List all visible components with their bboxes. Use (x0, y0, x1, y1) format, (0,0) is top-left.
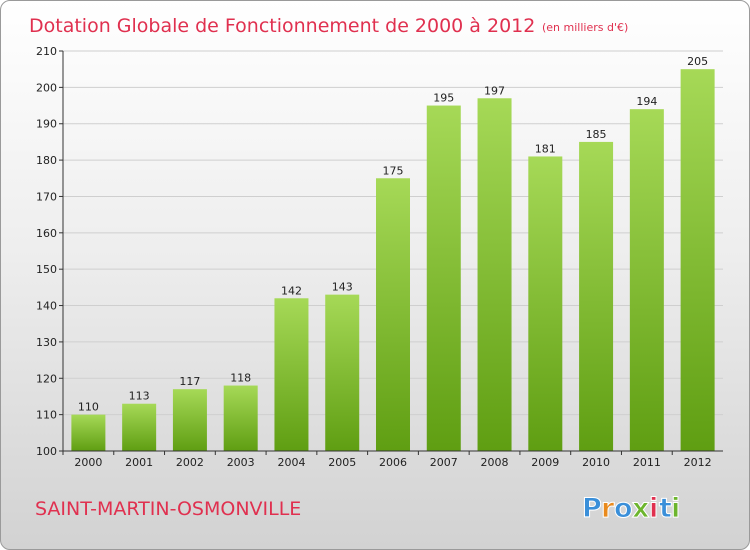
bar (71, 414, 106, 451)
x-tick-label: 2006 (379, 456, 407, 469)
data-label: 113 (129, 390, 150, 403)
logo-letter: i (649, 493, 658, 524)
logo-letter: r (601, 493, 615, 524)
data-label: 143 (332, 281, 353, 294)
data-label: 110 (78, 401, 99, 414)
x-tick-label: 2009 (531, 456, 559, 469)
chart-title: Dotation Globale de Fonctionnement de 20… (29, 15, 535, 37)
data-label: 195 (433, 92, 454, 105)
bar (629, 109, 664, 451)
x-tick-label: 2000 (74, 456, 102, 469)
x-tick-label: 2002 (176, 456, 204, 469)
data-label: 175 (383, 164, 404, 177)
axes (62, 51, 723, 452)
logo-letter: x (632, 493, 649, 524)
x-tick-label: 2004 (277, 456, 305, 469)
y-tick-label: 210 (36, 45, 57, 58)
data-label: 117 (179, 375, 200, 388)
bar (477, 98, 512, 451)
bar (172, 389, 207, 451)
x-tick-label: 2008 (481, 456, 509, 469)
bars: 110 113 117 118 142 143 175 195 197 181 185 194 205 (71, 55, 715, 452)
y-tick-label: 170 (36, 190, 57, 203)
bar (274, 298, 309, 451)
y-tick-label: 140 (36, 300, 57, 313)
logo-letter: t (659, 493, 672, 524)
bar (223, 385, 258, 451)
x-tick-label: 2012 (684, 456, 712, 469)
commune-name: SAINT-MARTIN-OSMONVILLE (35, 498, 301, 520)
data-label: 205 (687, 55, 708, 68)
x-tick-label: 2007 (430, 456, 458, 469)
bar (680, 69, 715, 451)
chart-subtitle: (en milliers d'€) (542, 21, 628, 34)
tick-labels: 100 110 120 130 140 150 160 170 180 190 200 210 2000… (36, 45, 712, 469)
y-tick-label: 190 (36, 118, 57, 131)
bar (376, 178, 410, 452)
y-tick-label: 110 (36, 409, 57, 422)
data-label: 142 (281, 284, 302, 297)
logo-letter: P (582, 493, 602, 524)
data-label: 185 (586, 128, 607, 141)
y-tick-label: 120 (36, 372, 57, 385)
logo-letter: o (614, 493, 633, 524)
y-tick-label: 160 (36, 227, 57, 240)
y-tick-label: 180 (36, 154, 57, 167)
bar (325, 294, 360, 451)
bar (579, 141, 614, 451)
x-tick-label: 2003 (227, 456, 255, 469)
y-tick-label: 130 (36, 336, 57, 349)
bar (122, 403, 157, 451)
logo-letter: i (671, 493, 680, 524)
data-label: 118 (230, 372, 251, 385)
data-label: 181 (535, 142, 556, 155)
bar (426, 105, 461, 451)
y-tick-label: 100 (36, 445, 57, 458)
data-label: 197 (484, 84, 505, 97)
data-label: 194 (636, 95, 657, 108)
x-tick-label: 2010 (582, 456, 610, 469)
x-tick-label: 2011 (633, 456, 661, 469)
y-tick-label: 200 (36, 81, 57, 94)
x-tick-label: 2005 (328, 456, 356, 469)
y-tick-label: 150 (36, 263, 57, 276)
bar (528, 156, 563, 452)
x-tick-label: 2001 (125, 456, 153, 469)
